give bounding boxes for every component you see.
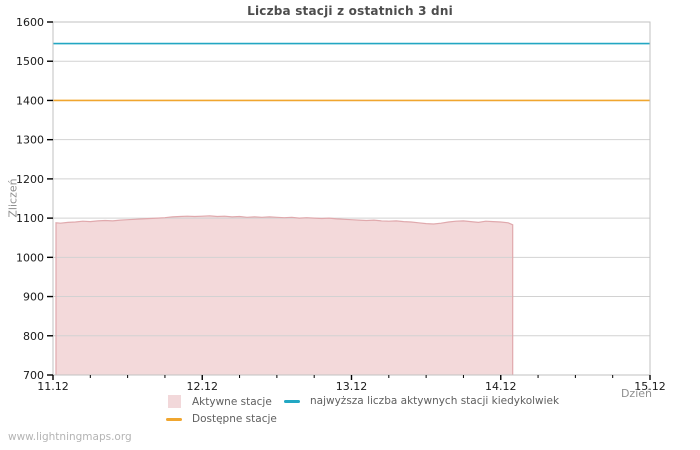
- legend-item-peak-stations: najwyższa liczba aktywnych stacji kiedyk…: [284, 395, 559, 407]
- y-tick-label: 1000: [16, 251, 44, 264]
- y-tick-label: 1100: [16, 212, 44, 225]
- watermark: www.lightningmaps.org: [8, 431, 132, 443]
- legend-label-peak-stations: najwyższa liczba aktywnych stacji kiedyk…: [310, 395, 560, 407]
- x-tick-label: 15.12: [634, 380, 666, 393]
- y-tick-label: 700: [23, 369, 44, 382]
- y-tick-label: 1300: [16, 134, 44, 147]
- y-tick-label: 900: [23, 291, 44, 304]
- active-stations-swatch-icon: [168, 395, 181, 408]
- x-tick-label: 11.12: [37, 380, 69, 393]
- x-axis-title: Dzień: [620, 387, 652, 400]
- available-stations-swatch-icon: [166, 417, 182, 421]
- x-tick-label: 12.12: [187, 380, 219, 393]
- y-tick-label: 1600: [16, 16, 44, 29]
- area-series-fill: [55, 215, 513, 375]
- y-tick-label: 1200: [16, 173, 44, 186]
- legend-label-active-stations: Aktywne stacje: [192, 395, 272, 408]
- peak-stations-swatch-icon: [284, 399, 300, 403]
- y-tick-label: 800: [23, 330, 44, 343]
- y-tick-label: 1400: [16, 94, 44, 107]
- legend-item-active-stations: Aktywne stacje: [168, 395, 272, 408]
- area-series-edge: [55, 215, 514, 376]
- y-tick-label: 1500: [16, 55, 44, 68]
- x-tick-label: 13.12: [336, 380, 368, 393]
- legend-item-available-stations: Dostępne stacje: [166, 413, 277, 425]
- chart-title: Liczba stacji z ostatnich 3 dni: [247, 4, 453, 18]
- legend-label-available-stations: Dostępne stacje: [192, 413, 277, 425]
- x-tick-label: 14.12: [485, 380, 517, 393]
